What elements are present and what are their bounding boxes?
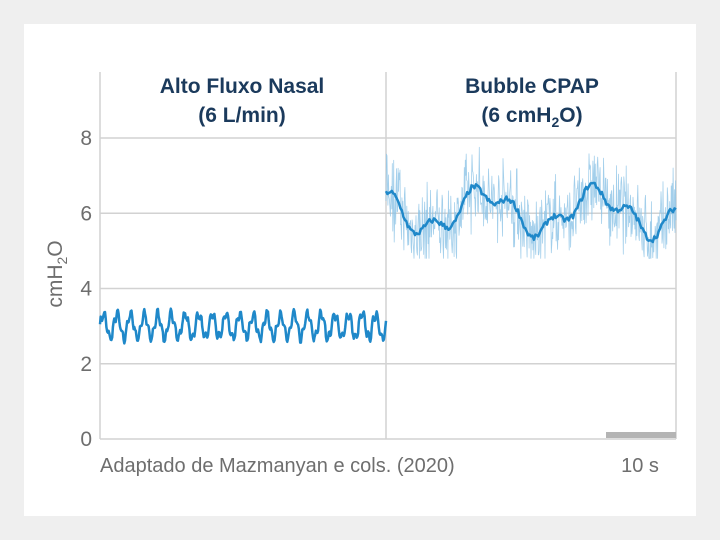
y-axis-label: cmH2O xyxy=(44,240,70,307)
panel-2-title-post: O) xyxy=(559,104,582,127)
y-axis-label-end: O xyxy=(44,240,67,256)
pressure-chart: Alto Fluxo Nasal (6 L/min) Bubble CPAP (… xyxy=(44,72,677,477)
panel-2-title-line1: Bubble CPAP xyxy=(465,75,599,98)
y-tick-label-0: 0 xyxy=(80,428,92,451)
chart-card: Alto Fluxo Nasal (6 L/min) Bubble CPAP (… xyxy=(24,24,696,516)
traces xyxy=(98,146,677,345)
trace-bubble-cpap xyxy=(384,181,677,244)
y-axis-label-main: cmH xyxy=(44,264,67,307)
trace-bubble-cpap-raw xyxy=(385,146,677,259)
time-scale-bar xyxy=(606,432,676,438)
source-citation: Adaptado de Mazmanyan e cols. (2020) xyxy=(100,455,455,477)
y-tick-label-2: 2 xyxy=(80,353,92,376)
y-axis-label-sub: 2 xyxy=(54,256,70,264)
y-tick-labels: 0 2 4 6 8 xyxy=(80,127,92,451)
trace-alto-fluxo-nasal xyxy=(98,307,388,345)
panel-2-title-sub: 2 xyxy=(551,114,559,130)
panel-1-title-line1: Alto Fluxo Nasal xyxy=(160,75,325,98)
y-tick-label-6: 6 xyxy=(80,202,92,225)
scale-bar-label: 10 s xyxy=(621,455,659,477)
y-tick-label-8: 8 xyxy=(80,127,92,150)
panel-1-title-line2: (6 L/min) xyxy=(198,104,286,127)
y-tick-label-4: 4 xyxy=(80,278,92,301)
panel-2-title-line2: (6 cmH2O) xyxy=(481,104,582,130)
grid xyxy=(99,72,677,440)
panel-2-title-pre: (6 cmH xyxy=(481,104,551,127)
